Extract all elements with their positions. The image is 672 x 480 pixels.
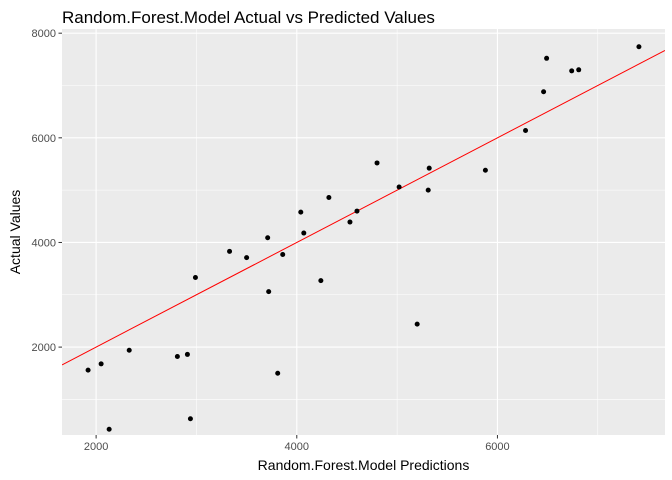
data-point [523, 128, 529, 133]
data-point [187, 416, 193, 422]
data-point [396, 184, 402, 190]
y-tick-label: 6000 [32, 133, 56, 145]
chart-title: Random.Forest.Model Actual vs Predicted … [62, 8, 435, 27]
data-point [126, 347, 132, 353]
y-tick-label: 4000 [32, 237, 56, 249]
data-point [326, 194, 332, 200]
data-point [265, 235, 271, 241]
data-point [174, 354, 180, 360]
x-axis-title: Random.Forest.Model Predictions [258, 457, 470, 473]
data-point [576, 67, 582, 73]
data-point [192, 275, 198, 281]
x-tick-label: 2000 [84, 441, 108, 453]
data-points [85, 44, 642, 432]
x-axis: 2000 4000 6000 [84, 435, 510, 453]
major-gridlines [62, 29, 665, 435]
x-tick-label: 6000 [485, 441, 509, 453]
minor-gridlines [62, 29, 665, 435]
data-point [244, 255, 250, 261]
data-point [541, 89, 547, 95]
data-point [425, 187, 431, 193]
data-point [354, 208, 360, 214]
data-point [227, 248, 233, 254]
data-point [318, 278, 324, 284]
data-point [374, 160, 380, 166]
data-point [636, 44, 642, 50]
data-point [569, 68, 575, 74]
y-tick-label: 2000 [32, 342, 56, 354]
data-point [275, 370, 281, 376]
data-point [280, 251, 286, 257]
data-point [544, 55, 550, 61]
data-point [414, 321, 420, 327]
fit-line-group [62, 50, 665, 366]
data-point [106, 426, 112, 432]
data-point [184, 351, 190, 357]
data-point [482, 167, 488, 173]
plot-panel [62, 29, 665, 435]
data-point [298, 209, 304, 215]
y-axis: 2000 4000 6000 8000 [32, 28, 62, 354]
data-point [85, 367, 91, 373]
data-point [301, 230, 307, 236]
y-axis-title: Actual Values [7, 190, 23, 275]
x-tick-label: 4000 [285, 441, 309, 453]
y-tick-label: 8000 [32, 28, 56, 40]
data-point [426, 165, 432, 171]
data-point [347, 219, 353, 225]
fit-line [62, 50, 665, 366]
data-point [98, 361, 104, 367]
data-point [266, 289, 272, 295]
